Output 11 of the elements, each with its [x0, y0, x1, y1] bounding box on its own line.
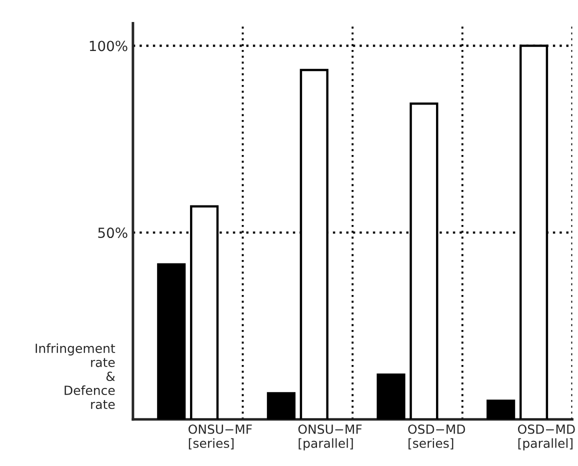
x-tick-label: ONSU−MF [parallel] [298, 424, 362, 450]
y-tick-label: 50% [98, 228, 128, 238]
bar [266, 392, 296, 420]
x-tick-label: OSD−MD [parallel] [518, 424, 575, 450]
x-tick-label: OSD−MD [series] [408, 424, 466, 450]
y-axis-title: Infringement rate & Defence rate [36, 343, 116, 410]
bar [157, 263, 186, 420]
bar [376, 373, 406, 420]
y-tick-label: 100% [90, 40, 128, 52]
bar [486, 400, 516, 420]
x-tick-label: ONSU−MF [series] [188, 424, 252, 450]
